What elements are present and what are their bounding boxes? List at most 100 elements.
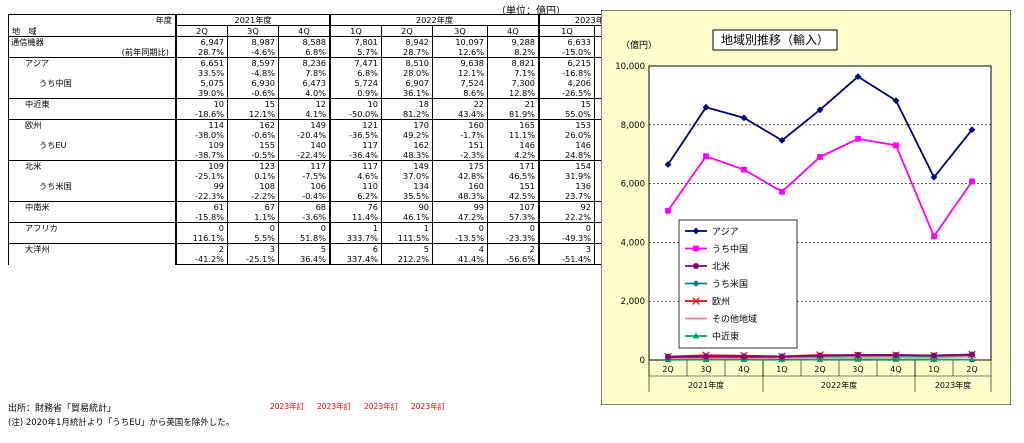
quarter-header: 2Q — [381, 25, 433, 37]
data-point — [741, 353, 747, 360]
value-cell: 146 — [538, 140, 595, 150]
yoy-cell: -25.1% — [175, 171, 228, 181]
value-cell: 162 — [381, 140, 433, 150]
data-point — [931, 233, 937, 240]
yoy-label — [8, 254, 176, 265]
yoy-cell: 26.0% — [538, 130, 595, 140]
y-tick-label: 8,000 — [621, 121, 645, 131]
value-cell: 92 — [538, 201, 595, 212]
data-point — [779, 188, 785, 195]
value-cell: 175 — [432, 160, 488, 171]
yoy-cell: 4.1% — [278, 109, 331, 120]
value-cell: 151 — [432, 140, 488, 150]
yoy-cell: 57.3% — [487, 212, 540, 223]
value-cell: 0 — [538, 222, 595, 233]
y-axis-label: （億円） — [621, 39, 657, 51]
chart-title: 地域別推移（輸入） — [721, 32, 829, 47]
value-cell: 107 — [487, 201, 540, 212]
yoy-cell: -23.3% — [487, 233, 540, 244]
value-cell: 160 — [432, 119, 488, 130]
yoy-cell: -2.3% — [432, 150, 488, 161]
data-point — [703, 153, 709, 160]
yoy-label — [8, 109, 176, 120]
yoy-cell: 47.2% — [432, 212, 488, 223]
yoy-cell: 12.6% — [432, 47, 488, 58]
yoy-cell: 6.8% — [329, 68, 382, 78]
value-cell: 117 — [329, 160, 382, 171]
legend-label: うち米国 — [712, 278, 748, 290]
x-tick-label: 4Q — [890, 365, 901, 374]
value-cell: 7,524 — [432, 78, 488, 88]
value-cell: 4 — [432, 243, 488, 254]
yoy-cell: 6.8% — [278, 47, 331, 58]
yoy-cell: 0.9% — [329, 88, 382, 99]
estimate-label: 2023年訂 — [317, 402, 352, 411]
yoy-label — [8, 68, 176, 78]
quarter-header: 1Q — [538, 25, 595, 37]
value-cell: 8,236 — [278, 57, 331, 68]
value-cell: 10 — [329, 98, 382, 109]
value-cell: 22 — [432, 98, 488, 109]
yoy-cell: 42.8% — [432, 171, 488, 181]
value-cell: 6,473 — [278, 78, 331, 88]
yoy-cell: 8.6% — [432, 88, 488, 99]
yoy-cell: 42.5% — [487, 191, 540, 202]
year-group-label: 2021年度 — [688, 380, 724, 390]
value-cell: 99 — [175, 181, 228, 191]
yoy-cell: 28.7% — [175, 47, 228, 58]
quarter-header: 3Q — [432, 25, 488, 37]
value-cell: 10 — [175, 98, 228, 109]
data-point — [969, 351, 975, 358]
value-cell: 108 — [227, 181, 279, 191]
data-point — [741, 166, 747, 173]
header-region-cell: 地 域 — [8, 25, 176, 37]
yoy-cell: 46.5% — [487, 171, 540, 181]
value-cell: 4,206 — [538, 78, 595, 88]
legend-label: その他地域 — [712, 313, 757, 325]
legend-marker — [692, 332, 700, 339]
value-cell: 5,075 — [175, 78, 228, 88]
value-cell: 0 — [487, 222, 540, 233]
yoy-cell: 48.3% — [432, 191, 488, 202]
value-cell: 136 — [538, 181, 595, 191]
quarter-header: 3Q — [227, 25, 279, 37]
yoy-cell: -25.1% — [227, 254, 279, 265]
header-year-cell: 年度 — [8, 14, 176, 26]
yoy-label — [8, 191, 176, 202]
yoy-cell: 23.7% — [538, 191, 595, 202]
yoy-cell: 6.2% — [329, 191, 382, 202]
region-name: 北米 — [8, 160, 176, 171]
region-name: うちEU — [8, 140, 176, 150]
value-cell: 76 — [329, 201, 382, 212]
value-cell: 6,651 — [175, 57, 228, 68]
value-cell: 8,588 — [278, 36, 331, 47]
region-name: 通信機器 — [8, 36, 176, 47]
yoy-cell: -1.7% — [432, 130, 488, 140]
yoy-cell: 7.1% — [487, 68, 540, 78]
data-point — [855, 351, 861, 358]
yoy-cell: 5.5% — [227, 233, 279, 244]
value-cell: 6,633 — [538, 36, 595, 47]
value-cell: 6,215 — [538, 57, 595, 68]
value-cell: 99 — [432, 201, 488, 212]
region-name: 大洋州 — [8, 243, 176, 254]
value-cell: 8,942 — [381, 36, 433, 47]
yoy-cell: -56.6% — [487, 254, 540, 265]
legend-marker — [693, 263, 699, 269]
x-tick-label: 3Q — [852, 365, 863, 374]
value-cell: 2 — [487, 243, 540, 254]
value-cell: 140 — [278, 140, 331, 150]
yoy-cell: -26.5% — [538, 88, 595, 99]
yoy-cell: 31.9% — [538, 171, 595, 181]
yoy-cell: -36.4% — [329, 150, 382, 161]
yoy-cell: -2.2% — [227, 191, 279, 202]
yoy-cell: 333.7% — [329, 233, 382, 244]
value-cell: 1 — [381, 222, 433, 233]
yoy-label — [8, 88, 176, 99]
yoy-cell: 41.4% — [432, 254, 488, 265]
yoy-cell: 28.7% — [381, 47, 433, 58]
data-point — [665, 353, 671, 360]
yoy-cell: 337.4% — [329, 254, 382, 265]
region-name: アジア — [8, 57, 176, 68]
value-cell: 67 — [227, 201, 279, 212]
